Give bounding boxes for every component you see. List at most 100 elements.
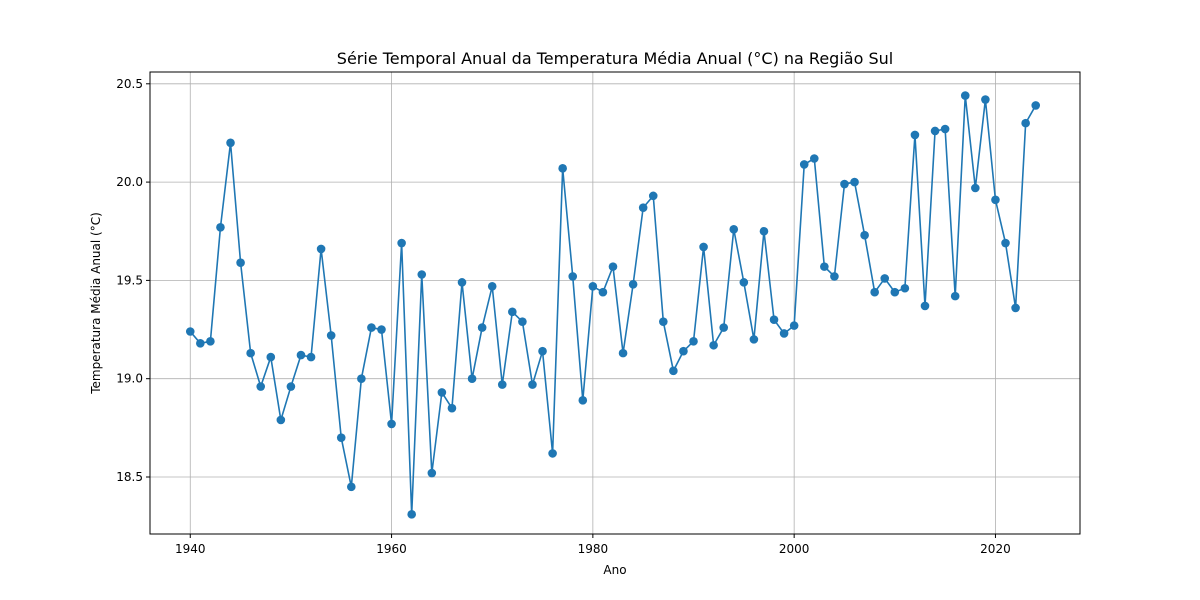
data-point bbox=[860, 230, 869, 240]
data-point bbox=[920, 301, 930, 311]
data-point bbox=[487, 281, 497, 291]
data-point bbox=[950, 291, 960, 301]
data-point bbox=[276, 415, 286, 425]
data-point bbox=[930, 126, 940, 136]
data-point bbox=[799, 160, 809, 169]
data-point bbox=[306, 352, 316, 362]
data-point bbox=[659, 317, 668, 326]
data-point bbox=[246, 348, 255, 358]
data-point bbox=[598, 287, 608, 297]
data-point bbox=[729, 224, 739, 234]
data-point bbox=[689, 337, 698, 346]
y-tick-label: 20.0 bbox=[116, 175, 143, 189]
y-tick-label: 20.5 bbox=[116, 77, 143, 91]
data-point bbox=[648, 191, 658, 201]
data-point bbox=[991, 195, 1000, 205]
data-point bbox=[266, 352, 276, 362]
data-point bbox=[739, 278, 749, 287]
data-point bbox=[387, 419, 396, 429]
data-point bbox=[447, 403, 457, 413]
data-point bbox=[840, 179, 849, 189]
data-point bbox=[538, 346, 547, 356]
data-point bbox=[759, 226, 769, 236]
data-point bbox=[477, 323, 487, 332]
data-point bbox=[427, 468, 437, 478]
data-point bbox=[789, 321, 799, 330]
data-point bbox=[779, 329, 789, 338]
data-point bbox=[900, 283, 910, 293]
data-point bbox=[528, 380, 537, 389]
data-point bbox=[960, 91, 970, 100]
data-point bbox=[367, 323, 376, 332]
chart-title: Série Temporal Anual da Temperatura Médi… bbox=[337, 49, 893, 68]
data-point bbox=[316, 244, 326, 254]
y-axis-label: Temperatura Média Anual (°C) bbox=[89, 212, 103, 395]
data-point bbox=[296, 350, 306, 360]
x-axis-label: Ano bbox=[603, 563, 626, 577]
axis-ticks: 1940 1960 1980 2000 2020 18.5 19.0 19.5 20.0 20.5 bbox=[116, 77, 1010, 556]
y-tick-label: 19.0 bbox=[116, 372, 143, 386]
data-point bbox=[608, 262, 618, 271]
data-point bbox=[638, 203, 648, 212]
y-tick-label: 18.5 bbox=[116, 470, 143, 484]
data-point bbox=[1021, 118, 1030, 128]
data-point bbox=[346, 482, 356, 492]
data-point bbox=[377, 325, 386, 334]
grid-lines bbox=[150, 72, 1080, 534]
data-point bbox=[185, 327, 195, 336]
data-point bbox=[719, 323, 729, 332]
data-point bbox=[588, 281, 598, 291]
data-point bbox=[679, 346, 688, 356]
data-point bbox=[407, 510, 416, 519]
data-point bbox=[397, 238, 406, 248]
data-point bbox=[467, 374, 477, 383]
data-point bbox=[548, 449, 557, 458]
data-point bbox=[518, 317, 527, 326]
x-tick-label: 2000 bbox=[779, 542, 810, 556]
data-point bbox=[1031, 101, 1041, 110]
data-point bbox=[749, 335, 759, 344]
data-point bbox=[497, 380, 507, 389]
data-point bbox=[417, 270, 427, 279]
data-point bbox=[196, 339, 205, 348]
data-point bbox=[216, 223, 225, 232]
data-point bbox=[940, 124, 950, 134]
x-tick-label: 1940 bbox=[175, 542, 206, 556]
data-point bbox=[669, 366, 678, 376]
x-tick-label: 2020 bbox=[980, 542, 1011, 556]
data-point bbox=[578, 396, 588, 405]
data-point bbox=[709, 340, 718, 350]
data-point bbox=[890, 287, 900, 297]
data-point bbox=[256, 382, 266, 391]
data-point bbox=[809, 154, 819, 163]
data-point bbox=[226, 138, 235, 148]
data-point bbox=[910, 130, 920, 140]
data-point bbox=[850, 177, 859, 187]
x-tick-label: 1980 bbox=[578, 542, 609, 556]
data-point bbox=[236, 258, 245, 267]
data-point bbox=[830, 272, 839, 281]
data-point bbox=[357, 374, 366, 383]
data-point bbox=[1011, 303, 1020, 313]
data-point bbox=[508, 307, 517, 317]
data-point bbox=[870, 287, 879, 297]
data-point bbox=[618, 348, 628, 358]
data-point bbox=[558, 164, 567, 173]
data-point bbox=[206, 337, 215, 346]
data-point bbox=[437, 388, 447, 397]
data-point bbox=[769, 315, 779, 325]
data-point bbox=[286, 382, 296, 391]
data-point bbox=[820, 262, 829, 271]
data-point bbox=[699, 242, 708, 252]
data-point bbox=[568, 272, 578, 281]
series-temperature bbox=[185, 91, 1041, 519]
data-point bbox=[971, 183, 980, 193]
data-point bbox=[981, 95, 990, 104]
data-point bbox=[1001, 238, 1010, 248]
x-tick-label: 1960 bbox=[376, 542, 407, 556]
plot-frame bbox=[149, 71, 1081, 535]
data-point bbox=[457, 278, 467, 287]
data-point bbox=[628, 280, 638, 289]
series-line bbox=[189, 94, 1037, 516]
